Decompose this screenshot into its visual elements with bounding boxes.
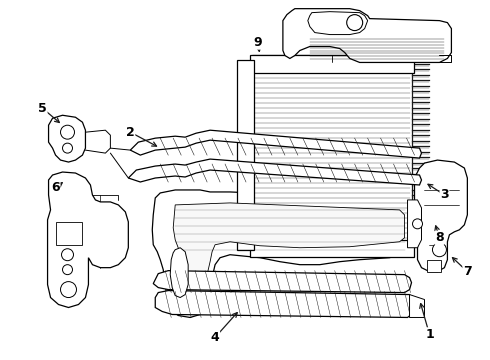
Text: 2: 2: [126, 126, 135, 139]
Text: 5: 5: [38, 102, 47, 115]
Polygon shape: [153, 271, 412, 293]
Circle shape: [413, 219, 422, 229]
Polygon shape: [170, 248, 188, 298]
Circle shape: [433, 243, 446, 257]
Circle shape: [61, 282, 76, 298]
Circle shape: [61, 125, 74, 139]
Text: 9: 9: [254, 36, 262, 49]
Polygon shape: [128, 159, 421, 185]
Polygon shape: [408, 200, 421, 248]
Polygon shape: [415, 160, 467, 272]
Polygon shape: [410, 294, 424, 318]
Circle shape: [62, 249, 74, 261]
Polygon shape: [155, 291, 416, 318]
Polygon shape: [130, 130, 421, 158]
Polygon shape: [49, 115, 85, 162]
Polygon shape: [283, 9, 451, 62]
Polygon shape: [48, 172, 128, 307]
Text: 3: 3: [440, 188, 449, 202]
Text: 1: 1: [425, 328, 434, 341]
Polygon shape: [173, 203, 405, 289]
Polygon shape: [55, 222, 82, 245]
Polygon shape: [250, 55, 414, 73]
Bar: [252, 55, 412, 255]
Polygon shape: [152, 190, 417, 318]
Text: 8: 8: [435, 231, 444, 244]
Polygon shape: [250, 240, 414, 257]
Text: 7: 7: [463, 265, 472, 278]
Text: 4: 4: [211, 331, 220, 344]
Circle shape: [63, 143, 73, 153]
Circle shape: [347, 15, 363, 31]
Polygon shape: [308, 12, 368, 35]
Circle shape: [63, 265, 73, 275]
Polygon shape: [427, 260, 441, 272]
Polygon shape: [237, 60, 254, 250]
Text: 6: 6: [51, 181, 60, 194]
